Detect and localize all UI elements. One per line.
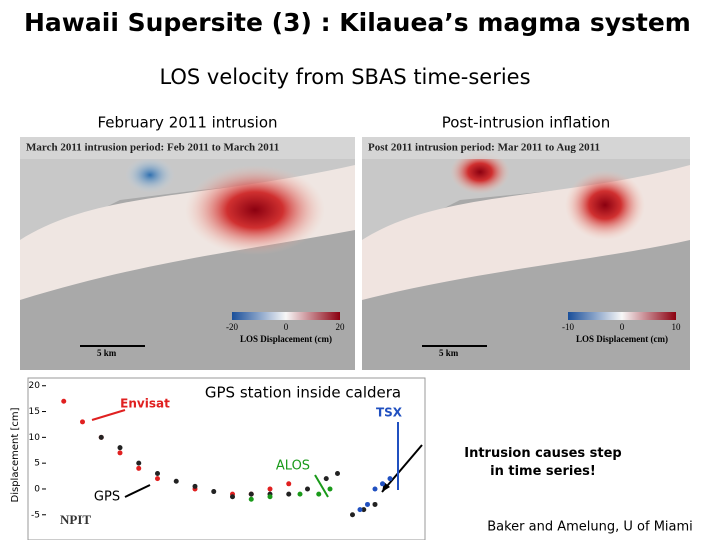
map-title: Post 2011 intrusion period: Mar 2011 to … bbox=[368, 142, 600, 154]
data-point bbox=[361, 507, 367, 513]
data-point bbox=[305, 486, 310, 492]
plot-title: GPS station inside caldera bbox=[205, 384, 401, 402]
data-point bbox=[211, 489, 217, 495]
data-point bbox=[286, 481, 292, 487]
data-point bbox=[155, 476, 160, 482]
data-point bbox=[372, 486, 378, 492]
colorbar-tick: 20 bbox=[336, 322, 346, 332]
colorbar-tick: -10 bbox=[562, 322, 574, 332]
data-point bbox=[136, 465, 142, 471]
colorbar bbox=[568, 312, 676, 320]
colorbar-label: LOS Displacement (cm) bbox=[240, 334, 332, 344]
arrow bbox=[381, 444, 423, 493]
data-point bbox=[297, 491, 303, 497]
y-tick-label: 5 bbox=[34, 459, 40, 469]
panel-label: February 2011 intrusion bbox=[97, 114, 277, 132]
data-point bbox=[248, 496, 254, 502]
y-tick-label: 20 bbox=[29, 381, 41, 391]
y-tick-label: -5 bbox=[31, 510, 40, 520]
pointer bbox=[91, 409, 126, 421]
panel-label: Post-intrusion inflation bbox=[442, 114, 611, 132]
data-point bbox=[286, 491, 292, 497]
data-point bbox=[316, 491, 322, 497]
data-point bbox=[350, 512, 355, 518]
pointer bbox=[124, 484, 151, 498]
data-point bbox=[173, 478, 179, 484]
data-point bbox=[267, 486, 273, 492]
data-point bbox=[267, 494, 273, 500]
data-point bbox=[230, 494, 235, 500]
map-right bbox=[362, 137, 690, 370]
title: Hawaii Supersite (3) : Kilauea’s magma s… bbox=[24, 8, 691, 37]
y-tick-label: 10 bbox=[29, 433, 41, 443]
data-point bbox=[357, 507, 363, 513]
colorbar bbox=[232, 312, 340, 320]
station: NPIT bbox=[60, 512, 91, 527]
credit: Baker and Amelung, U of Miami bbox=[487, 520, 693, 535]
data-point bbox=[192, 483, 198, 489]
data-point bbox=[365, 501, 370, 507]
scale-label: 5 km bbox=[439, 348, 459, 358]
series-label: Envisat bbox=[120, 397, 170, 411]
data-point bbox=[327, 486, 333, 492]
gps-plot bbox=[27, 377, 426, 541]
data-point bbox=[248, 491, 254, 497]
y-axis-label: Displacement [cm] bbox=[10, 407, 21, 502]
map-title: March 2011 intrusion period: Feb 2011 to… bbox=[26, 142, 279, 154]
y-tick-label: 0 bbox=[34, 484, 40, 494]
y-tick-label: 15 bbox=[29, 407, 40, 417]
pointer bbox=[314, 474, 329, 498]
data-point bbox=[117, 450, 123, 456]
colorbar-tick: 10 bbox=[672, 322, 682, 332]
data-point bbox=[372, 501, 378, 507]
colorbar-tick: -20 bbox=[226, 322, 238, 332]
data-point bbox=[98, 434, 104, 440]
series-label: GPS bbox=[94, 490, 120, 505]
map-left bbox=[20, 137, 355, 370]
data-point bbox=[335, 470, 340, 476]
data-point bbox=[155, 470, 160, 476]
data-point bbox=[80, 419, 85, 425]
data-point bbox=[136, 460, 142, 466]
data-point bbox=[387, 476, 393, 482]
series-label: ALOS bbox=[276, 459, 310, 474]
scale-label: 5 km bbox=[97, 348, 117, 358]
data-point bbox=[61, 398, 67, 404]
data-point bbox=[380, 481, 385, 487]
note: Intrusion causes step in time series! bbox=[464, 446, 622, 479]
data-point bbox=[117, 445, 123, 451]
subtitle: LOS velocity from SBAS time-series bbox=[159, 65, 530, 89]
series-label: TSX bbox=[376, 406, 403, 420]
colorbar-tick: 0 bbox=[284, 322, 289, 332]
colorbar-tick: 0 bbox=[620, 322, 625, 332]
data-point bbox=[323, 476, 329, 482]
colorbar-label: LOS Displacement (cm) bbox=[576, 334, 668, 344]
